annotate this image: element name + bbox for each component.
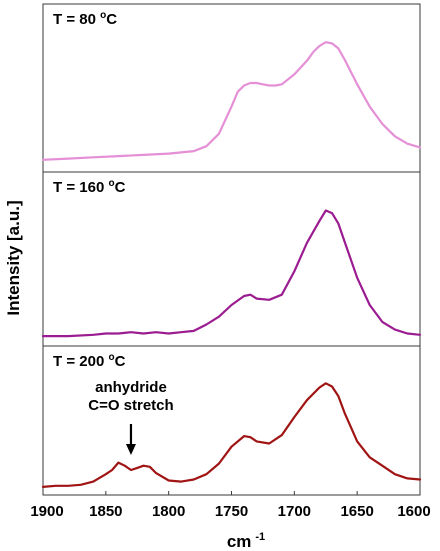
x-axis-label-superscript: -1 <box>255 531 265 543</box>
panel-frame-1 <box>42 3 421 173</box>
panel-title-superscript-3: o <box>108 352 114 363</box>
x-tick-label-1600: 1600 <box>397 503 430 520</box>
spectrum-line-2 <box>41 209 422 338</box>
panel-title-1: T = 80 oC <box>53 10 117 28</box>
panel-title-superscript-2: o <box>108 178 114 189</box>
panel-title-suffix-1: C <box>106 11 117 28</box>
annotation-text: anhydride C=O stretch <box>88 379 173 414</box>
x-tick-label-1850: 1850 <box>89 503 122 520</box>
spectrum-line-3 <box>41 382 422 488</box>
panel-frame-2 <box>42 171 421 347</box>
x-tick-label-1750: 1750 <box>215 503 248 520</box>
panel-title-2: T = 160 oC <box>53 178 126 196</box>
x-axis-label-main: cm <box>227 532 252 551</box>
x-axis: 1900 1850 1800 1750 1700 1650 1600 <box>30 491 431 520</box>
x-tick-label-1900: 1900 <box>30 503 63 520</box>
x-tick-label-1800: 1800 <box>152 503 185 520</box>
annotation-line-1: anhydride <box>95 379 167 396</box>
y-axis-label: Intensity [a.u.] <box>4 200 23 315</box>
panel-title-prefix-1: T = 80 <box>53 11 100 28</box>
annotation-line-2: C=O stretch <box>88 397 173 414</box>
spectrum-line-1 <box>41 41 422 161</box>
annotation-arrow-head <box>125 444 136 455</box>
panel-title-suffix-2: C <box>115 179 126 196</box>
x-axis-label: cm -1 <box>227 531 265 551</box>
spectrum-panel-2: T = 160 oC <box>41 171 422 347</box>
panel-title-3: T = 200 oC <box>53 352 126 370</box>
panel-title-suffix-3: C <box>115 353 126 370</box>
x-tick-label-1700: 1700 <box>278 503 311 520</box>
panel-title-prefix-2: T = 160 <box>53 179 108 196</box>
panel-title-superscript-1: o <box>100 10 106 21</box>
spectrum-panel-1: T = 80 oC <box>41 3 422 173</box>
panel-title-prefix-3: T = 200 <box>53 353 108 370</box>
x-tick-label-1650: 1650 <box>340 503 373 520</box>
